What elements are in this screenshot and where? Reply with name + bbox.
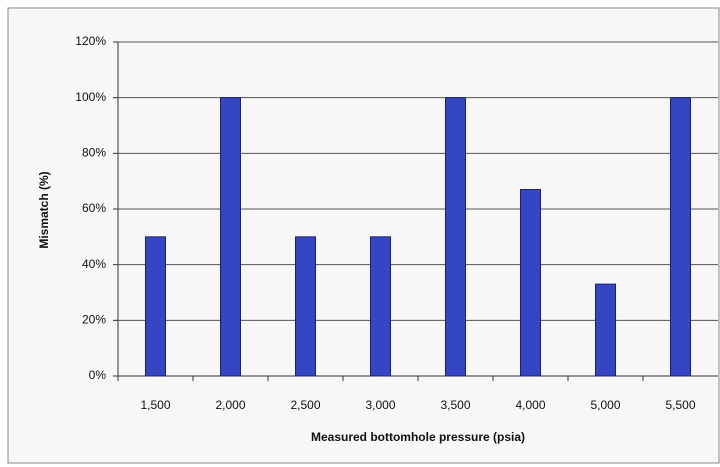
y-tick-label: 0% <box>89 368 107 382</box>
bar <box>670 97 691 377</box>
x-tick-label: 2,000 <box>215 398 245 412</box>
x-tick-label: 3,500 <box>440 398 470 412</box>
x-tick-label: 5,000 <box>590 398 620 412</box>
x-tick-label: 3,000 <box>365 398 395 412</box>
x-axis-title: Measured bottomhole pressure (psia) <box>311 430 525 444</box>
y-tick-label: 20% <box>82 313 106 327</box>
y-axis-title: Mismatch (%) <box>37 171 51 248</box>
bar <box>595 283 616 377</box>
chart-frame <box>7 7 720 464</box>
bar <box>145 236 166 377</box>
y-tick-label: 100% <box>75 90 106 104</box>
x-tick-label: 2,500 <box>290 398 320 412</box>
bar <box>445 97 466 377</box>
bar <box>370 236 391 377</box>
y-tick-label: 80% <box>82 146 106 160</box>
bar <box>220 97 241 377</box>
y-tick-label: 40% <box>82 257 106 271</box>
bar <box>295 236 316 377</box>
x-tick-label: 5,500 <box>665 398 695 412</box>
y-tick-label: 60% <box>82 201 106 215</box>
bar <box>520 189 541 377</box>
x-tick-label: 1,500 <box>140 398 170 412</box>
x-tick-label: 4,000 <box>515 398 545 412</box>
y-tick-label: 120% <box>75 34 106 48</box>
